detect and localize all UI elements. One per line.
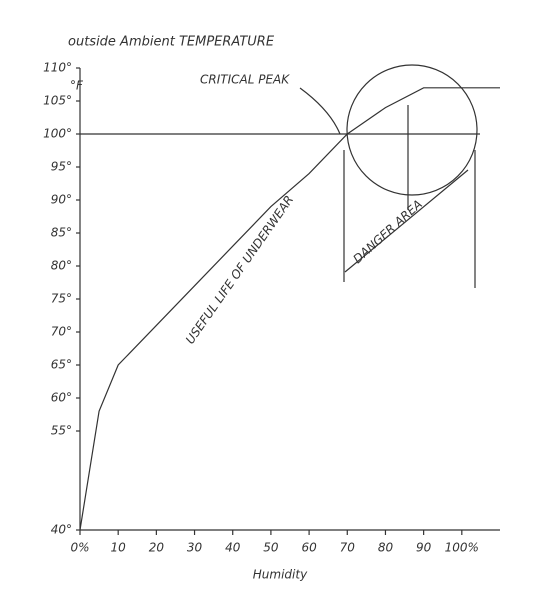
x-tick-label: 50 (263, 541, 279, 555)
x-tick-label: 100% (445, 541, 479, 555)
danger-circle (346, 64, 478, 196)
x-tick-label: 90 (416, 541, 432, 555)
x-tick-label: 80 (378, 541, 394, 555)
y-tick-label: 65° (51, 358, 72, 372)
x-tick-label: 20 (149, 541, 165, 555)
y-tick-label: 95° (51, 160, 72, 174)
x-tick-label: 10 (111, 541, 127, 555)
x-tick-label: 70 (340, 541, 356, 555)
annotation: DANGER AREA (350, 197, 425, 266)
x-tick-label: 30 (187, 541, 203, 555)
y-unit: °F (70, 79, 84, 93)
series-label: USEFUL LIFE OF UNDERWEAR (183, 193, 296, 347)
chart-title: outside Ambient TEMPERATURE (68, 35, 275, 50)
y-tick-label: 110° (43, 61, 72, 75)
y-tick-label: 85° (51, 226, 72, 240)
x-tick-label: 40 (225, 541, 241, 555)
y-tick-label: 55° (51, 424, 72, 438)
y-tick-label: 60° (51, 391, 72, 405)
x-tick-label: 0% (70, 541, 89, 555)
x-axis-label: Humidity (253, 568, 308, 582)
y-tick-label: 75° (51, 292, 72, 306)
y-tick-label: 70° (51, 325, 72, 339)
annotation: CRITICAL PEAK (200, 73, 290, 87)
series-line (79, 87, 500, 531)
pointer-arrow (299, 87, 341, 135)
y-tick-label: 105° (43, 94, 72, 108)
x-tick-label: 60 (301, 541, 317, 555)
y-tick-label: 40° (51, 523, 72, 537)
y-tick-label: 100° (43, 127, 72, 141)
arrow (344, 169, 469, 273)
y-tick-label: 90° (51, 193, 72, 207)
y-tick-label: 80° (51, 259, 72, 273)
